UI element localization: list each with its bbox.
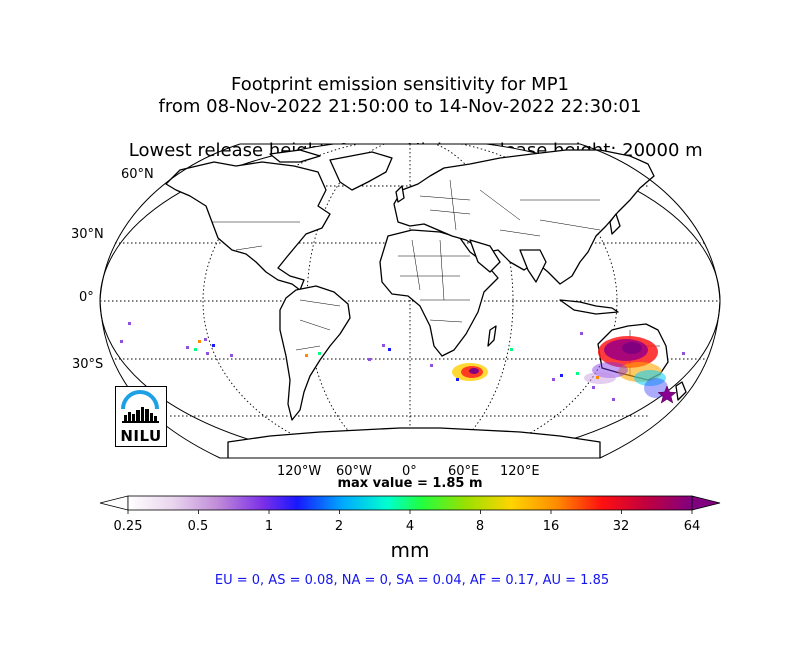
colorbar-tick-0: 0.25 — [113, 519, 143, 534]
lat-label-60n: 60°N — [121, 167, 154, 182]
arctic-islands — [269, 149, 321, 163]
colorbar-tick-5: 8 — [475, 519, 485, 534]
arabia — [469, 239, 501, 273]
antarctica — [227, 427, 601, 458]
colorbar-tick-8: 64 — [683, 519, 701, 534]
lon-label-0: 0° — [402, 464, 417, 479]
madagascar — [487, 325, 497, 347]
colorbar-tick-6: 16 — [542, 519, 560, 534]
british-isles — [395, 185, 405, 203]
nilu-logo: NILU — [115, 386, 167, 447]
colorbar-tick-2: 1 — [264, 519, 274, 534]
north-america — [165, 161, 331, 291]
title-line-1: Footprint emission sensitivity for MP1 — [230, 74, 569, 95]
south-america — [279, 285, 351, 421]
colorbar — [99, 495, 721, 514]
lon-label-60e: 60°E — [448, 464, 480, 479]
lon-label-60w: 60°W — [336, 464, 372, 479]
lat-label-30n: 30°N — [71, 227, 104, 242]
lat-label-30s: 30°S — [72, 357, 104, 372]
map-outline — [99, 143, 721, 459]
colorbar-tick-7: 32 — [612, 519, 630, 534]
colorbar-tick-1: 0.5 — [187, 519, 209, 534]
colorbar-units: mm — [390, 538, 430, 562]
japan — [609, 213, 621, 235]
nilu-logo-text: NILU — [120, 427, 162, 445]
footprint-field — [120, 322, 685, 401]
map-body — [99, 144, 721, 458]
nilu-logo-icon — [121, 390, 159, 423]
title-line-2: from 08-Nov-2022 21:50:00 to 14-Nov-2022… — [158, 96, 642, 117]
coastlines — [165, 149, 687, 458]
greenland — [329, 151, 393, 191]
africa — [379, 229, 499, 357]
max-value-label: max value = 1.85 m — [337, 476, 483, 491]
indonesia — [559, 299, 619, 315]
region-summary: EU = 0, AS = 0.08, NA = 0, SA = 0.04, AF… — [214, 573, 610, 588]
india — [519, 249, 547, 283]
colorbar-tick-4: 4 — [405, 519, 415, 534]
lon-label-120e: 120°E — [500, 464, 540, 479]
lon-label-120w: 120°W — [277, 464, 322, 479]
lat-label-0: 0° — [79, 290, 94, 305]
star-icon — [657, 385, 677, 404]
new-zealand — [675, 381, 687, 401]
colorbar-tick-3: 2 — [334, 519, 344, 534]
